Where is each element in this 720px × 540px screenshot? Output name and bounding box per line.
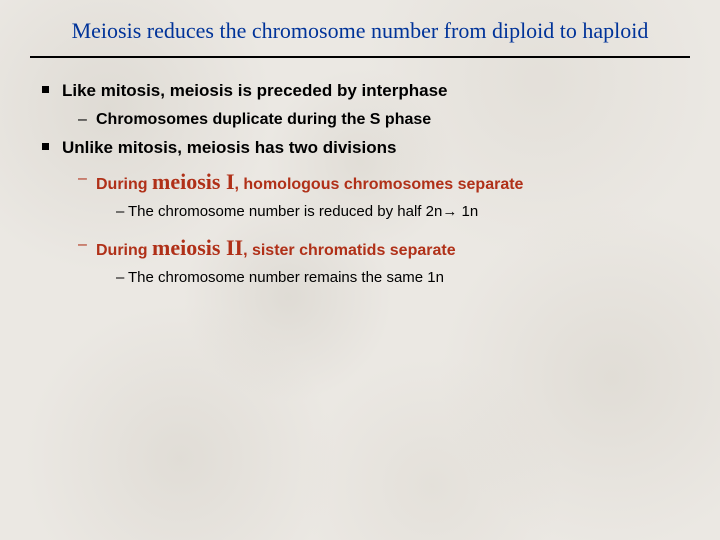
bullet-level2-accent: During meiosis I, homologous chromosomes… bbox=[36, 164, 690, 199]
slide-body: Like mitosis, meiosis is preceded by int… bbox=[30, 78, 690, 290]
bullet-text: The chromosome number remains the same 1… bbox=[128, 269, 444, 286]
bullet-prefix: During bbox=[96, 242, 152, 259]
bullet-list: Like mitosis, meiosis is preceded by int… bbox=[36, 78, 690, 290]
title-underline bbox=[30, 56, 690, 58]
bullet-text: The chromosome number is reduced by half… bbox=[128, 203, 478, 220]
slide-container: Meiosis reduces the chromosome number fr… bbox=[0, 0, 720, 540]
emphasis-term: meiosis II bbox=[152, 235, 243, 260]
bullet-level1: Unlike mitosis, meiosis has two division… bbox=[36, 135, 690, 161]
emphasis-term: meiosis I bbox=[152, 169, 235, 194]
bullet-text: Unlike mitosis, meiosis has two division… bbox=[62, 138, 396, 157]
slide-title: Meiosis reduces the chromosome number fr… bbox=[30, 18, 690, 44]
bullet-level2: Chromosomes duplicate during the S phase bbox=[36, 108, 690, 131]
bullet-level1: Like mitosis, meiosis is preceded by int… bbox=[36, 78, 690, 104]
bullet-level3: The chromosome number remains the same 1… bbox=[36, 267, 690, 290]
bullet-text: Like mitosis, meiosis is preceded by int… bbox=[62, 81, 447, 100]
bullet-suffix: , homologous chromosomes separate bbox=[235, 176, 524, 193]
bullet-level3: The chromosome number is reduced by half… bbox=[36, 201, 690, 224]
bullet-prefix: During bbox=[96, 176, 152, 193]
bullet-level2-accent: During meiosis II, sister chromatids sep… bbox=[36, 230, 690, 265]
bullet-suffix: , sister chromatids separate bbox=[243, 242, 456, 259]
bullet-text: Chromosomes duplicate during the S phase bbox=[96, 111, 431, 128]
